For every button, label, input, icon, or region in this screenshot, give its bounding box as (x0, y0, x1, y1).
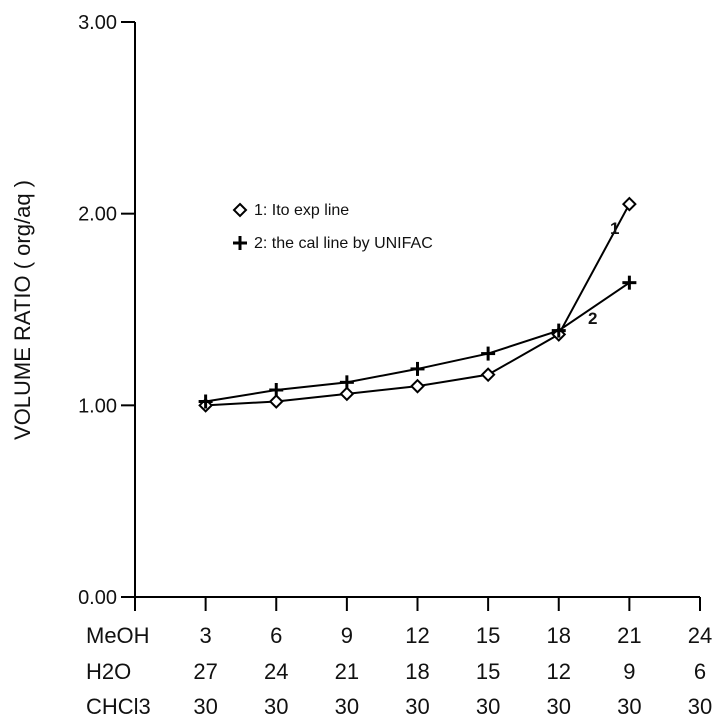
legend-marker-plus (233, 236, 247, 250)
x-row-value: 30 (335, 694, 359, 718)
data-point-plus (269, 383, 284, 397)
axes: 0.00 1.00 2.00 3.00 (78, 12, 701, 611)
x-row-value: 24 (264, 659, 288, 684)
x-row-value: 12 (547, 659, 571, 684)
data-point-diamond (410, 378, 425, 394)
x-row-value: 6 (694, 659, 706, 684)
data-point-diamond (268, 394, 284, 409)
y-axis-label: VOLUME RATIO ( org/aq ) (10, 180, 35, 440)
x-row-value: 30 (193, 694, 217, 718)
y-tick-label: 0.00 (78, 587, 117, 609)
x-row-value: 12 (405, 623, 429, 648)
x-row-value: 3 (200, 623, 212, 648)
series-tag-1: 1 (610, 219, 619, 238)
legend-label: 2: the cal line by UNIFAC (254, 235, 433, 252)
x-row-value: 21 (335, 659, 359, 684)
x-row-value: 18 (405, 659, 429, 684)
data-point-plus (622, 275, 637, 290)
x-row-value: 9 (341, 623, 353, 648)
x-row-value: 15 (476, 623, 500, 648)
data-point-plus (198, 394, 213, 409)
data-point-diamond (339, 386, 355, 402)
x-row-value: 30 (264, 694, 288, 718)
data-point-plus (551, 323, 566, 338)
x-row-value: 30 (547, 694, 571, 718)
series-layer: 12 (198, 196, 637, 413)
data-point-diamond (621, 196, 637, 212)
x-row-label: MeOH (86, 623, 150, 648)
x-axis-composition-rows: MeOH 3 6 9 12 15 18 21 24 H2O 27 24 21 18 15 12 9 6 CHCl3 3… (86, 623, 712, 718)
x-row-value: 30 (617, 694, 641, 718)
legend: 1: Ito exp line 2: the cal line by UNIFAC (232, 202, 433, 252)
data-point-diamond (480, 367, 496, 383)
x-row-value: 27 (193, 659, 217, 684)
y-axis-label-group: VOLUME RATIO ( org/aq ) (10, 180, 35, 440)
x-row-value: 30 (405, 694, 429, 718)
y-tick-label: 1.00 (78, 395, 117, 417)
data-point-plus (410, 361, 425, 376)
series-1 (198, 196, 637, 413)
x-row-value: 6 (270, 623, 282, 648)
series-2 (198, 275, 637, 409)
series-tag-2: 2 (588, 309, 597, 328)
data-point-plus (481, 346, 496, 361)
x-row-label: H2O (86, 659, 131, 684)
legend-marker-diamond (232, 202, 248, 218)
y-tick-label: 3.00 (78, 12, 117, 34)
x-row-value: 18 (547, 623, 571, 648)
x-row-label: CHCl3 (86, 694, 151, 718)
data-point-plus (339, 375, 354, 390)
x-row-value: 15 (476, 659, 500, 684)
x-row-value: 30 (476, 694, 500, 718)
x-row-value: 21 (617, 623, 641, 648)
x-row-value: 30 (688, 694, 712, 718)
x-row-value: 9 (623, 659, 635, 684)
y-tick-label: 2.00 (78, 204, 117, 226)
x-row-value: 24 (688, 623, 712, 648)
legend-label: 1: Ito exp line (254, 202, 349, 219)
